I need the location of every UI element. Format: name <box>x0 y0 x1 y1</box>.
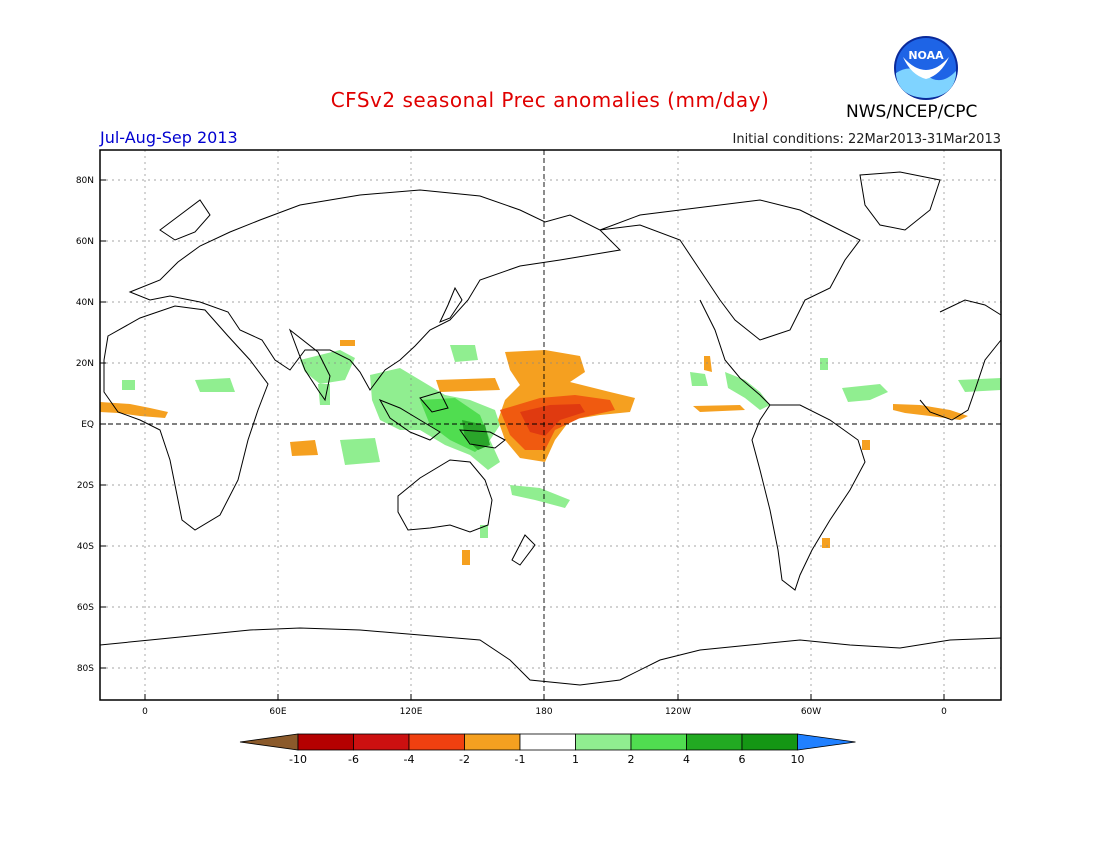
lat-label: 80N <box>76 176 94 186</box>
anomaly-shading <box>100 340 1001 565</box>
lat-lon-grid <box>100 150 1001 700</box>
logo-text: NOAA <box>908 49 944 62</box>
lat-label: 40S <box>77 542 94 552</box>
colorbar-arrow-right <box>797 733 856 751</box>
colorbar-swatch <box>297 733 354 751</box>
colorbar-label: 10 <box>791 753 805 766</box>
colorbar-swatch <box>630 733 687 751</box>
lon-axis-labels: 0 60E 120E 180 120W 60W 0 <box>142 707 947 717</box>
initial-conditions: Initial conditions: 22Mar2013-31Mar2013 <box>732 132 1002 147</box>
lon-label: 0 <box>941 707 947 717</box>
colorbar-label: -6 <box>348 753 359 766</box>
colorbar: -10 -6 -4 -2 -1 1 2 4 6 10 <box>239 733 856 766</box>
colorbar-label: 6 <box>739 753 746 766</box>
lon-label: 120E <box>400 707 423 717</box>
lon-label: 60W <box>801 707 821 717</box>
lon-label: 60E <box>269 707 286 717</box>
colorbar-label: 1 <box>572 753 579 766</box>
lon-label: 120W <box>665 707 691 717</box>
lat-axis-labels: 80N 60N 40N 20N EQ 20S 40S 60S 80S <box>76 176 94 674</box>
colorbar-swatch <box>741 733 798 751</box>
lat-label: 60S <box>77 603 94 613</box>
agency-label: NWS/NCEP/CPC <box>846 102 978 122</box>
colorbar-arrow-left <box>239 733 299 751</box>
colorbar-swatch <box>686 733 743 751</box>
lon-label: 180 <box>535 707 552 717</box>
colorbar-label: 2 <box>628 753 635 766</box>
lat-label: EQ <box>81 420 94 430</box>
colorbar-label: -1 <box>515 753 526 766</box>
colorbar-swatch <box>575 733 632 751</box>
colorbar-label: 4 <box>683 753 690 766</box>
map-title: CFSv2 seasonal Prec anomalies (mm/day) <box>330 88 770 112</box>
anomaly-atlantic-mid <box>693 405 745 412</box>
map-frame <box>99 149 1002 701</box>
colorbar-swatch <box>519 733 576 751</box>
colorbar-swatch <box>353 733 410 751</box>
lat-label: 20S <box>77 481 94 491</box>
coastlines <box>99 171 1002 686</box>
lat-label: 20N <box>76 359 94 369</box>
noaa-logo-icon: NOAA <box>894 36 958 100</box>
colorbar-label: -2 <box>459 753 470 766</box>
forecast-period: Jul-Aug-Sep 2013 <box>100 128 238 147</box>
colorbar-label: -10 <box>289 753 307 766</box>
colorbar-swatch <box>408 733 465 751</box>
lat-label: 40N <box>76 298 94 308</box>
lat-label: 60N <box>76 237 94 247</box>
colorbar-label: -4 <box>404 753 415 766</box>
lat-label: 80S <box>77 664 94 674</box>
colorbar-swatch <box>464 733 521 751</box>
lon-label: 0 <box>142 707 148 717</box>
equator-dateline <box>100 150 1001 700</box>
anomaly-west-africa <box>100 402 168 418</box>
